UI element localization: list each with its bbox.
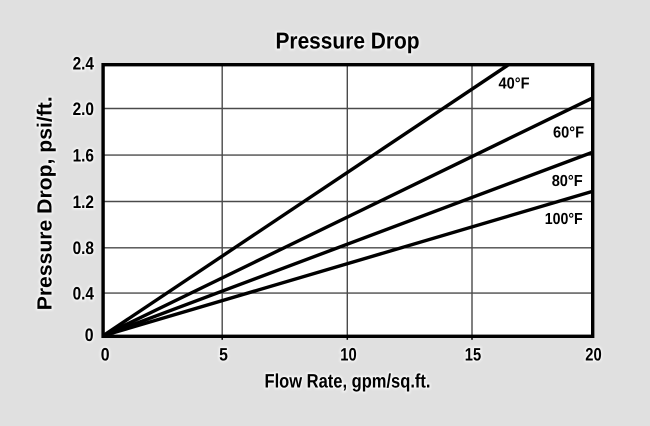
svg-text:0: 0 [85, 325, 94, 345]
svg-text:0.8: 0.8 [73, 238, 94, 258]
svg-text:15: 15 [465, 345, 481, 365]
svg-text:1.6: 1.6 [73, 145, 94, 165]
svg-text:20: 20 [585, 345, 601, 365]
svg-text:0: 0 [101, 345, 110, 365]
svg-text:100°F: 100°F [545, 211, 583, 228]
svg-text:5: 5 [219, 345, 228, 365]
svg-text:20: 20 [585, 345, 601, 365]
svg-text:Pressure Drop, psi/ft.: Pressure Drop, psi/ft. [33, 96, 56, 310]
svg-text:0.8: 0.8 [73, 238, 94, 258]
svg-text:Flow Rate, gpm/sq.ft.: Flow Rate, gpm/sq.ft. [265, 370, 431, 392]
svg-text:Flow Rate, gpm/sq.ft.: Flow Rate, gpm/sq.ft. [265, 370, 431, 392]
svg-text:1.2: 1.2 [73, 192, 94, 212]
svg-text:60°F: 60°F [553, 124, 584, 141]
svg-text:Pressure Drop: Pressure Drop [276, 28, 420, 54]
svg-text:2.4: 2.4 [73, 54, 94, 74]
svg-text:Pressure Drop: Pressure Drop [276, 28, 420, 54]
svg-text:5: 5 [219, 345, 228, 365]
svg-text:15: 15 [465, 345, 481, 365]
svg-text:2.4: 2.4 [73, 54, 94, 74]
svg-text:10: 10 [340, 345, 356, 365]
svg-text:40°F: 40°F [499, 75, 530, 92]
svg-text:0.4: 0.4 [73, 283, 94, 303]
svg-text:2.0: 2.0 [73, 99, 94, 119]
svg-text:80°F: 80°F [552, 173, 583, 190]
svg-text:0: 0 [85, 325, 94, 345]
svg-text:Pressure Drop, psi/ft.: Pressure Drop, psi/ft. [33, 96, 56, 310]
svg-text:10: 10 [340, 345, 356, 365]
svg-text:1.2: 1.2 [73, 192, 94, 212]
svg-text:0.4: 0.4 [73, 283, 94, 303]
svg-text:2.0: 2.0 [73, 99, 94, 119]
svg-text:0: 0 [101, 345, 110, 365]
svg-text:1.6: 1.6 [73, 145, 94, 165]
